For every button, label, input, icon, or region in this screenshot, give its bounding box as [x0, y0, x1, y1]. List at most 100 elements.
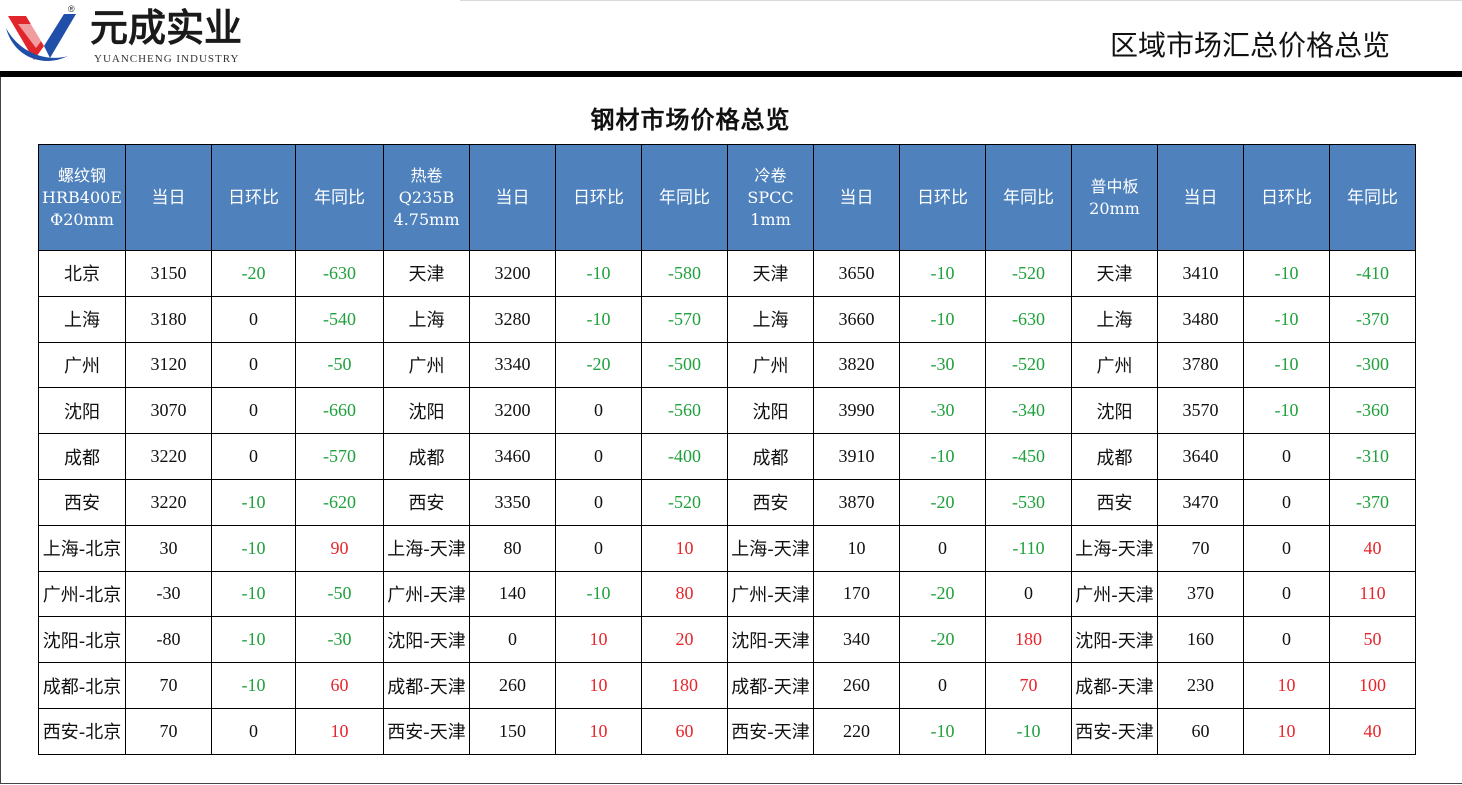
dod-change-cell: -10 — [1243, 295, 1330, 343]
city-cell: 上海 — [1071, 295, 1158, 343]
today-price-cell: 60 — [1157, 707, 1244, 755]
dod-change-cell: 10 — [555, 616, 642, 664]
today-price-cell: -30 — [125, 570, 212, 618]
today-price-cell: 140 — [469, 570, 556, 618]
yoy-change-cell: -520 — [641, 478, 728, 526]
city-cell: 成都-天津 — [1071, 662, 1158, 709]
yoy-header: 年同比 — [1329, 144, 1416, 251]
yoy-header: 年同比 — [641, 144, 728, 251]
dod-change-cell: -20 — [555, 341, 642, 389]
dod-change-cell: -10 — [899, 707, 986, 755]
yoy-change-cell: -570 — [641, 295, 728, 343]
today-price-cell: 3910 — [813, 433, 900, 480]
dod-change-cell: 0 — [1243, 433, 1330, 480]
dod-header: 日环比 — [899, 144, 986, 251]
dod-change-cell: 10 — [555, 662, 642, 709]
table-row: 广州 3120 0 -50 广州 3340 -20 -500 广州 3820 -30 -520 广州 37… — [38, 341, 1416, 389]
today-price-cell: 3070 — [125, 387, 212, 435]
dod-change-cell: 0 — [1243, 570, 1330, 618]
dod-change-cell: -30 — [899, 341, 986, 389]
today-price-cell: 3220 — [125, 433, 212, 480]
today-price-cell: 3990 — [813, 387, 900, 435]
today-header: 当日 — [813, 144, 900, 251]
city-cell: 上海-天津 — [727, 524, 814, 572]
yoy-change-cell: -620 — [295, 478, 384, 526]
today-price-cell: 3480 — [1157, 295, 1244, 343]
yoy-change-cell: 80 — [641, 570, 728, 618]
city-cell: 西安-天津 — [1071, 707, 1158, 755]
dod-change-cell: -30 — [899, 387, 986, 435]
dod-change-cell: -10 — [1243, 341, 1330, 389]
yoy-change-cell: -570 — [295, 433, 384, 480]
yoy-change-cell: -630 — [295, 250, 384, 297]
yoy-change-cell: 60 — [641, 707, 728, 755]
dod-header: 日环比 — [1243, 144, 1330, 251]
city-cell: 上海 — [383, 295, 470, 343]
product-header: 冷卷 SPCC 1mm — [727, 144, 814, 251]
today-price-cell: 3220 — [125, 478, 212, 526]
city-cell: 北京 — [38, 250, 126, 297]
dod-change-cell: -20 — [211, 250, 296, 297]
dod-change-cell: 0 — [1243, 524, 1330, 572]
yoy-change-cell: -310 — [1329, 433, 1416, 480]
table-row: 上海-北京 30 -10 90 上海-天津 80 0 10 上海-天津 10 0 -110 上海-天津 7… — [38, 524, 1416, 572]
page-left-border — [0, 77, 1, 783]
yoy-change-cell: -370 — [1329, 295, 1416, 343]
brand-name-cn: 元成实业 — [90, 6, 243, 50]
yoy-change-cell: -450 — [985, 433, 1072, 480]
dod-change-cell: 10 — [555, 707, 642, 755]
today-price-cell: 80 — [469, 524, 556, 572]
dod-change-cell: 10 — [1243, 662, 1330, 709]
city-cell: 西安 — [1071, 478, 1158, 526]
yoy-change-cell: 180 — [641, 662, 728, 709]
table-row: 广州-北京 -30 -10 -50 广州-天津 140 -10 80 广州-天津 170 -20 0 广… — [38, 570, 1416, 618]
yoy-change-cell: -520 — [985, 250, 1072, 297]
dod-change-cell: -20 — [899, 570, 986, 618]
today-price-cell: 3340 — [469, 341, 556, 389]
today-price-cell: 3150 — [125, 250, 212, 297]
yoy-change-cell: -10 — [985, 707, 1072, 755]
product-header: 螺纹钢 HRB400E Φ20mm — [38, 144, 126, 251]
city-cell: 成都 — [38, 433, 126, 480]
city-cell: 上海-天津 — [1071, 524, 1158, 572]
city-cell: 沈阳-天津 — [383, 616, 470, 664]
dod-change-cell: -10 — [211, 616, 296, 664]
today-price-cell: 30 — [125, 524, 212, 572]
yoy-change-cell: -410 — [1329, 250, 1416, 297]
today-price-cell: 3120 — [125, 341, 212, 389]
product-header: 普中板 20mm — [1071, 144, 1158, 251]
dod-change-cell: 0 — [555, 478, 642, 526]
yoy-header: 年同比 — [985, 144, 1072, 251]
today-header: 当日 — [1157, 144, 1244, 251]
table-row: 西安 3220 -10 -620 西安 3350 0 -520 西安 3870 -20 -530 西安 3… — [38, 478, 1416, 526]
dod-change-cell: 0 — [1243, 616, 1330, 664]
yoy-change-cell: -530 — [985, 478, 1072, 526]
dod-change-cell: -10 — [899, 433, 986, 480]
city-cell: 成都 — [383, 433, 470, 480]
table-body: 北京 3150 -20 -630 天津 3200 -10 -580 天津 3650 -10 -520 天… — [38, 250, 1416, 755]
dod-change-cell: 0 — [555, 387, 642, 435]
yoy-change-cell: 90 — [295, 524, 384, 572]
dod-change-cell: -10 — [555, 570, 642, 618]
dod-change-cell: -10 — [211, 662, 296, 709]
dod-change-cell: -10 — [899, 250, 986, 297]
city-cell: 西安-天津 — [727, 707, 814, 755]
today-price-cell: 3280 — [469, 295, 556, 343]
table-row: 北京 3150 -20 -630 天津 3200 -10 -580 天津 3650 -10 -520 天… — [38, 250, 1416, 297]
city-cell: 成都-北京 — [38, 662, 126, 709]
dod-change-cell: -20 — [899, 478, 986, 526]
table-title: 钢材市场价格总览 — [590, 106, 791, 134]
dod-change-cell: -10 — [211, 478, 296, 526]
city-cell: 上海 — [727, 295, 814, 343]
today-price-cell: 3460 — [469, 433, 556, 480]
city-cell: 广州 — [727, 341, 814, 389]
yoy-change-cell: 10 — [641, 524, 728, 572]
yoy-change-cell: 100 — [1329, 662, 1416, 709]
yoy-change-cell: 40 — [1329, 524, 1416, 572]
city-cell: 广州-天津 — [1071, 570, 1158, 618]
yoy-header: 年同比 — [295, 144, 384, 251]
brand-name-en: YUANCHENG INDUSTRY — [94, 53, 240, 65]
today-price-cell: 3820 — [813, 341, 900, 389]
yoy-change-cell: 40 — [1329, 707, 1416, 755]
yoy-change-cell: -340 — [985, 387, 1072, 435]
